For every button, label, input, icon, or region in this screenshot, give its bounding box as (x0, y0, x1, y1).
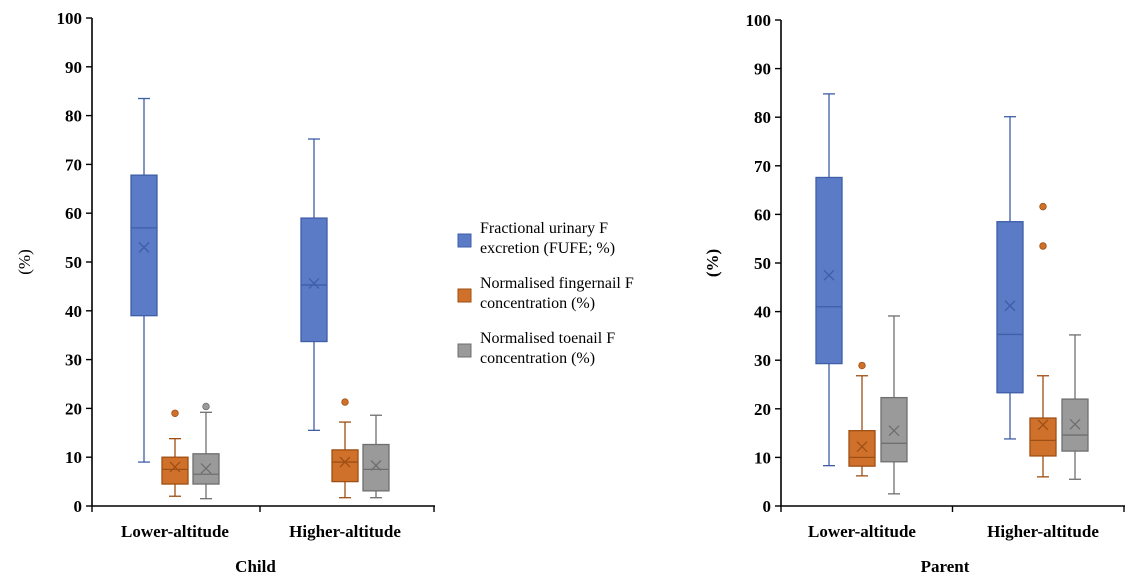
legend-label-line: excretion (FUFE; %) (480, 240, 615, 257)
y-axis-title: (%) (703, 249, 722, 277)
y-tick-label: 80 (65, 107, 82, 126)
y-tick-label: 20 (754, 400, 771, 419)
y-tick-label: 100 (746, 11, 772, 30)
mean-marker (200, 462, 212, 474)
mean-marker (856, 441, 868, 453)
box-iqr (815, 176, 843, 365)
category-label-lower-altitude: Lower-altitude (121, 522, 229, 541)
box-lower-altitude-series-1 (815, 93, 843, 467)
x-axis-title: Child (235, 557, 276, 574)
box-lower-altitude-series-3 (880, 315, 908, 495)
mean-marker (1069, 418, 1081, 430)
y-tick-label: 10 (65, 448, 82, 467)
box-iqr (331, 449, 359, 483)
mean-marker (169, 461, 181, 473)
box-higher-altitude-series-1 (300, 138, 328, 432)
legend-label-line: Normalised fingernail F (480, 275, 634, 292)
outlier-point (202, 402, 210, 411)
y-tick-label: 40 (65, 302, 82, 321)
outlier-point (341, 398, 349, 406)
box-iqr (848, 430, 876, 467)
parent-chart: 0 10 20 30 40 50 60 70 80 90 100 Lower-altitude High… (703, 11, 1125, 574)
box-iqr (996, 221, 1024, 394)
outlier-point (1039, 202, 1047, 211)
box-higher-altitude-series-2 (1029, 202, 1057, 478)
legend-label-line: concentration (%) (480, 295, 595, 312)
box-iqr (300, 217, 328, 343)
y-tick-label: 50 (754, 254, 771, 273)
box-lower-altitude-series-3 (192, 402, 220, 500)
x-axis-title: Parent (921, 557, 970, 574)
mean-marker (1004, 300, 1016, 312)
box-lower-altitude-series-1 (130, 97, 158, 463)
box-iqr (130, 174, 158, 317)
box-higher-altitude-series-3 (1061, 334, 1089, 480)
legend-label-line: Normalised toenail F (480, 330, 615, 347)
category-label-higher-altitude: Higher-altitude (289, 522, 401, 541)
y-tick-label: 50 (65, 253, 82, 272)
y-tick-label: 90 (65, 58, 82, 77)
mean-marker (339, 456, 351, 468)
box-iqr (161, 456, 189, 485)
y-tick-label: 0 (763, 497, 772, 516)
y-tick-label: 30 (754, 351, 771, 370)
box-iqr (880, 396, 908, 463)
y-tick-label: 60 (754, 205, 771, 224)
box-higher-altitude-series-1 (996, 116, 1024, 440)
legend-item-1: Fractional urinary F excretion (FUFE; %) (457, 220, 615, 257)
y-tick-label: 90 (754, 60, 771, 79)
y-tick-label: 70 (65, 155, 82, 174)
y-tick-label: 100 (57, 9, 83, 28)
outlier-point (1039, 242, 1047, 250)
outlier-point (858, 361, 866, 370)
box-iqr (1029, 417, 1057, 457)
legend: Fractional urinary F excretion (FUFE; %) N… (457, 220, 634, 367)
legend-swatch (457, 288, 472, 303)
mean-marker (888, 425, 900, 437)
legend-label-line: concentration (%) (480, 350, 595, 367)
y-tick-label: 40 (754, 303, 771, 322)
box-iqr (362, 443, 390, 492)
y-tick-label: 60 (65, 204, 82, 223)
category-label-higher-altitude: Higher-altitude (987, 522, 1099, 541)
box-lower-altitude-series-2 (161, 409, 189, 497)
child-chart: 0 10 20 30 40 50 60 70 80 90 100 Lower-altitude High… (15, 9, 435, 574)
y-tick-label: 30 (65, 351, 82, 370)
legend-swatch (457, 343, 472, 358)
y-axis-title: (%) (15, 249, 34, 274)
y-tick-label: 0 (74, 497, 83, 516)
mean-marker (138, 241, 150, 253)
legend-item-3: Normalised toenail F concentration (%) (457, 330, 615, 367)
category-label-lower-altitude: Lower-altitude (808, 522, 916, 541)
box-higher-altitude-series-2 (331, 398, 359, 499)
y-tick-label: 10 (754, 448, 771, 467)
box-lower-altitude-series-2 (848, 361, 876, 477)
y-tick-label: 80 (754, 108, 771, 127)
mean-marker (308, 278, 320, 289)
y-tick-label: 70 (754, 157, 771, 176)
legend-label-line: Fractional urinary F (480, 220, 608, 237)
outlier-point (171, 409, 179, 417)
y-tick-label: 20 (65, 399, 82, 418)
mean-marker (370, 460, 382, 471)
box-higher-altitude-series-3 (362, 414, 390, 499)
mean-marker (823, 269, 835, 281)
legend-swatch (457, 233, 472, 248)
mean-marker (1037, 419, 1049, 431)
legend-item-2: Normalised fingernail F concentration (%) (457, 275, 634, 312)
